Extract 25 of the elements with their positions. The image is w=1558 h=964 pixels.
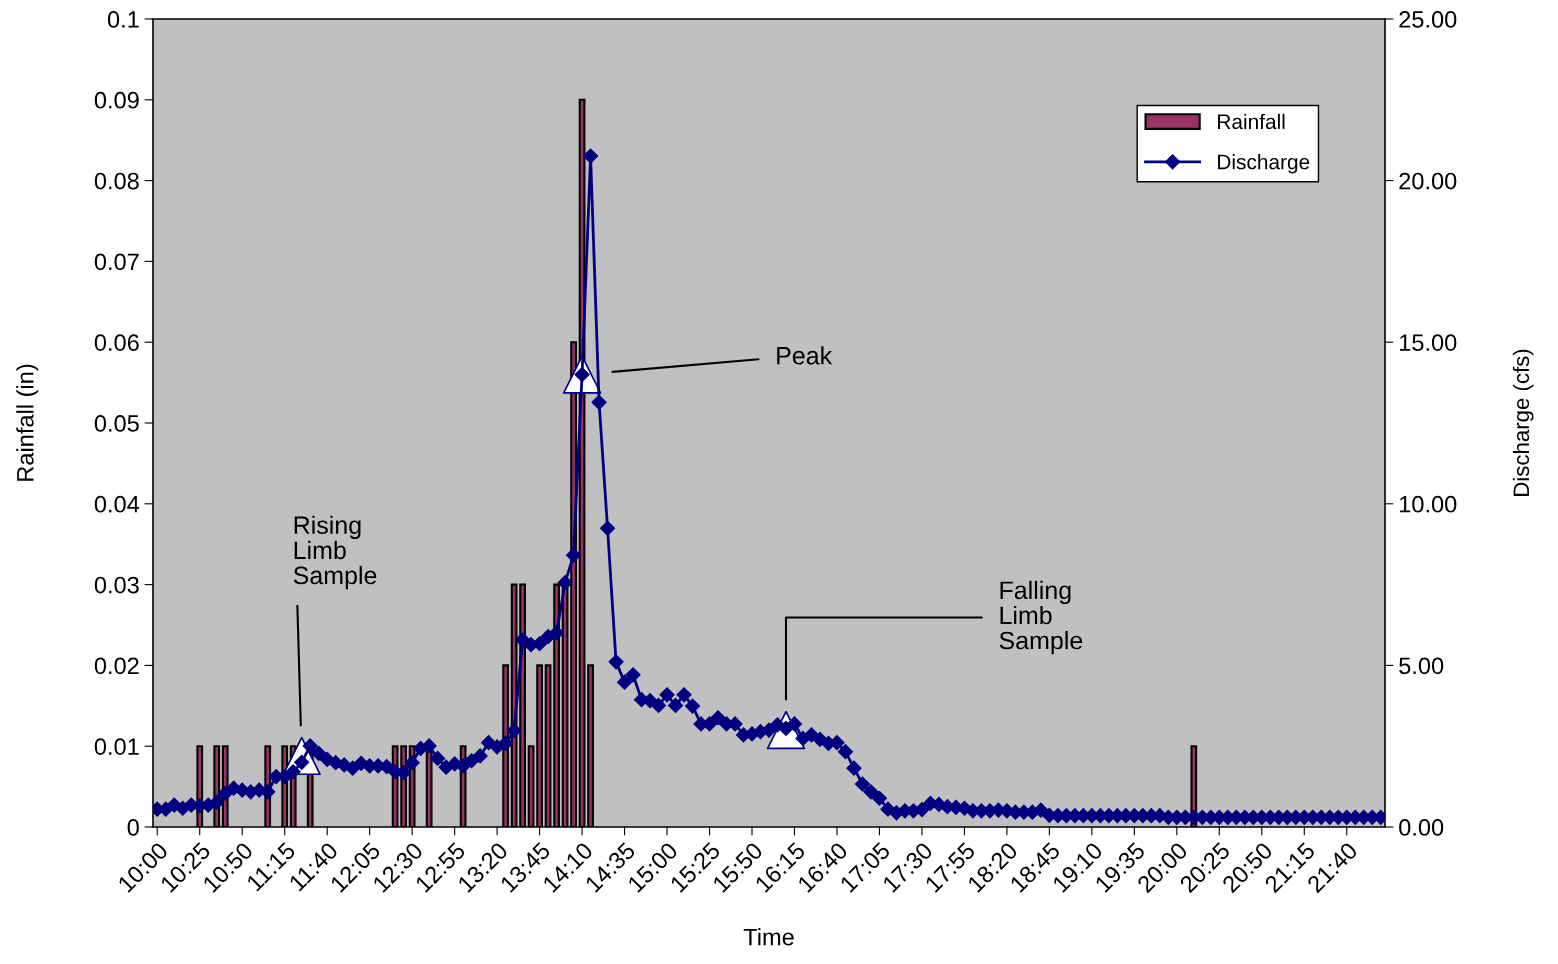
y-tick-label: 0.04 [94, 495, 140, 513]
y-tick-label: 0.08 [94, 172, 139, 190]
y-tick-label: 0.03 [94, 576, 139, 594]
y-tick-label: 0 [127, 819, 139, 836]
y2-tick-label: 20.00 [1399, 172, 1457, 190]
y-tick-label: 0.1 [107, 11, 139, 28]
y2-tick-label: 25.00 [1399, 11, 1457, 28]
x-axis-title: Time [743, 928, 794, 946]
y-tick-label: 0.05 [94, 415, 139, 432]
y-axis-title: Rainfall (in) [16, 364, 39, 481]
y2-axis-title: Discharge (cfs) [1512, 349, 1534, 496]
annotation: Peak [777, 346, 833, 365]
annotation: Rising Limb Sample [293, 515, 377, 590]
annotation: Falling Limb Sample [999, 580, 1083, 655]
legend-label: Discharge [1218, 154, 1310, 174]
y-tick-label: 0.06 [94, 334, 139, 351]
y-tick-label: 0.01 [94, 738, 139, 755]
y2-tick-label: 5.00 [1399, 657, 1444, 675]
y2-tick-label: 0.00 [1399, 819, 1444, 836]
legend-label: Rainfall [1218, 113, 1285, 130]
y-tick-label: 0.02 [94, 657, 139, 675]
y2-tick-label: 15.00 [1399, 334, 1457, 351]
y-tick-label: 0.09 [94, 91, 139, 109]
y2-tick-label: 10.00 [1399, 495, 1457, 513]
y-tick-label: 0.07 [94, 253, 139, 271]
